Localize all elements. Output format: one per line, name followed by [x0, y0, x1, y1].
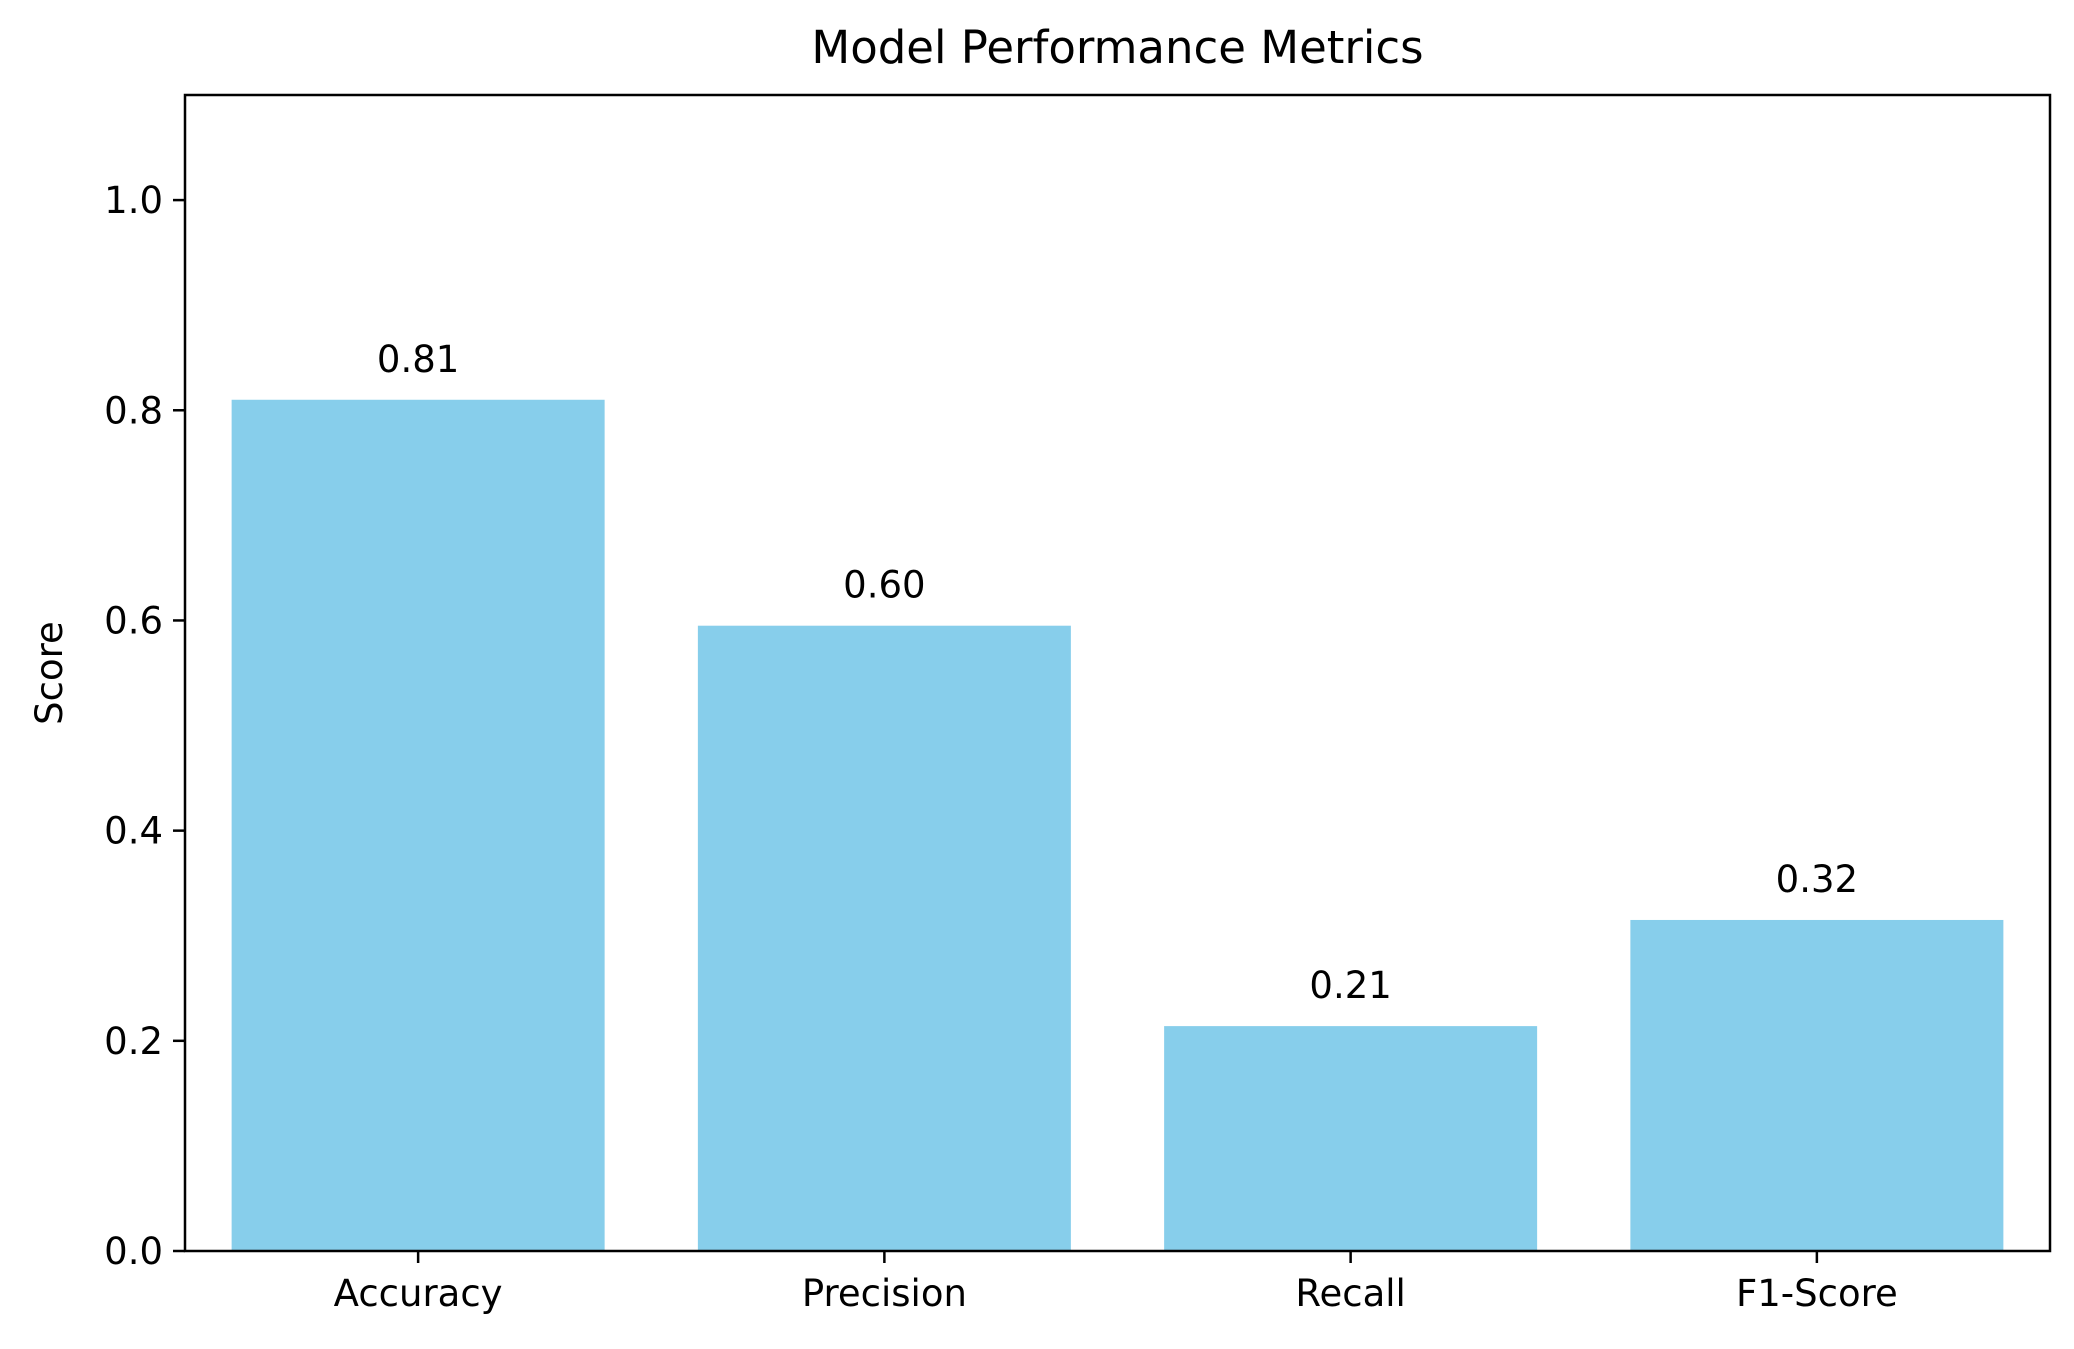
- data-label: 0.81: [377, 338, 459, 381]
- y-tick-label: 0.4: [104, 810, 163, 853]
- data-label: 0.21: [1309, 964, 1391, 1007]
- x-tick-label: Accuracy: [334, 1272, 503, 1315]
- bars-layer: [231, 399, 2004, 1251]
- y-tick-label: 0.0: [104, 1230, 163, 1273]
- y-tick-label: 0.8: [104, 389, 163, 432]
- x-tick-label: Recall: [1295, 1272, 1405, 1315]
- y-axis-label: Score: [28, 621, 71, 725]
- bar-precision: [697, 625, 1071, 1251]
- chart-title: Model Performance Metrics: [811, 21, 1423, 74]
- bar-recall: [1164, 1026, 1538, 1251]
- x-axis-ticks: Accuracy Precision Recall F1-Score: [334, 1251, 1898, 1315]
- data-label: 0.32: [1776, 858, 1858, 901]
- plot-area-frame: [183, 93, 2052, 1253]
- y-tick-label: 1.0: [104, 179, 163, 222]
- x-tick-label: F1-Score: [1736, 1272, 1898, 1315]
- bar-accuracy: [231, 399, 605, 1251]
- bar-f1-score: [1630, 919, 2004, 1251]
- y-tick-label: 0.2: [104, 1020, 163, 1063]
- data-label: 0.60: [843, 564, 925, 607]
- data-labels-layer: 0.81 0.60 0.21 0.32: [377, 338, 1858, 1007]
- y-axis-ticks: 0.0 0.2 0.4 0.6 0.8 1.0: [104, 179, 185, 1273]
- x-tick-label: Precision: [802, 1272, 967, 1315]
- y-tick-label: 0.6: [104, 599, 163, 642]
